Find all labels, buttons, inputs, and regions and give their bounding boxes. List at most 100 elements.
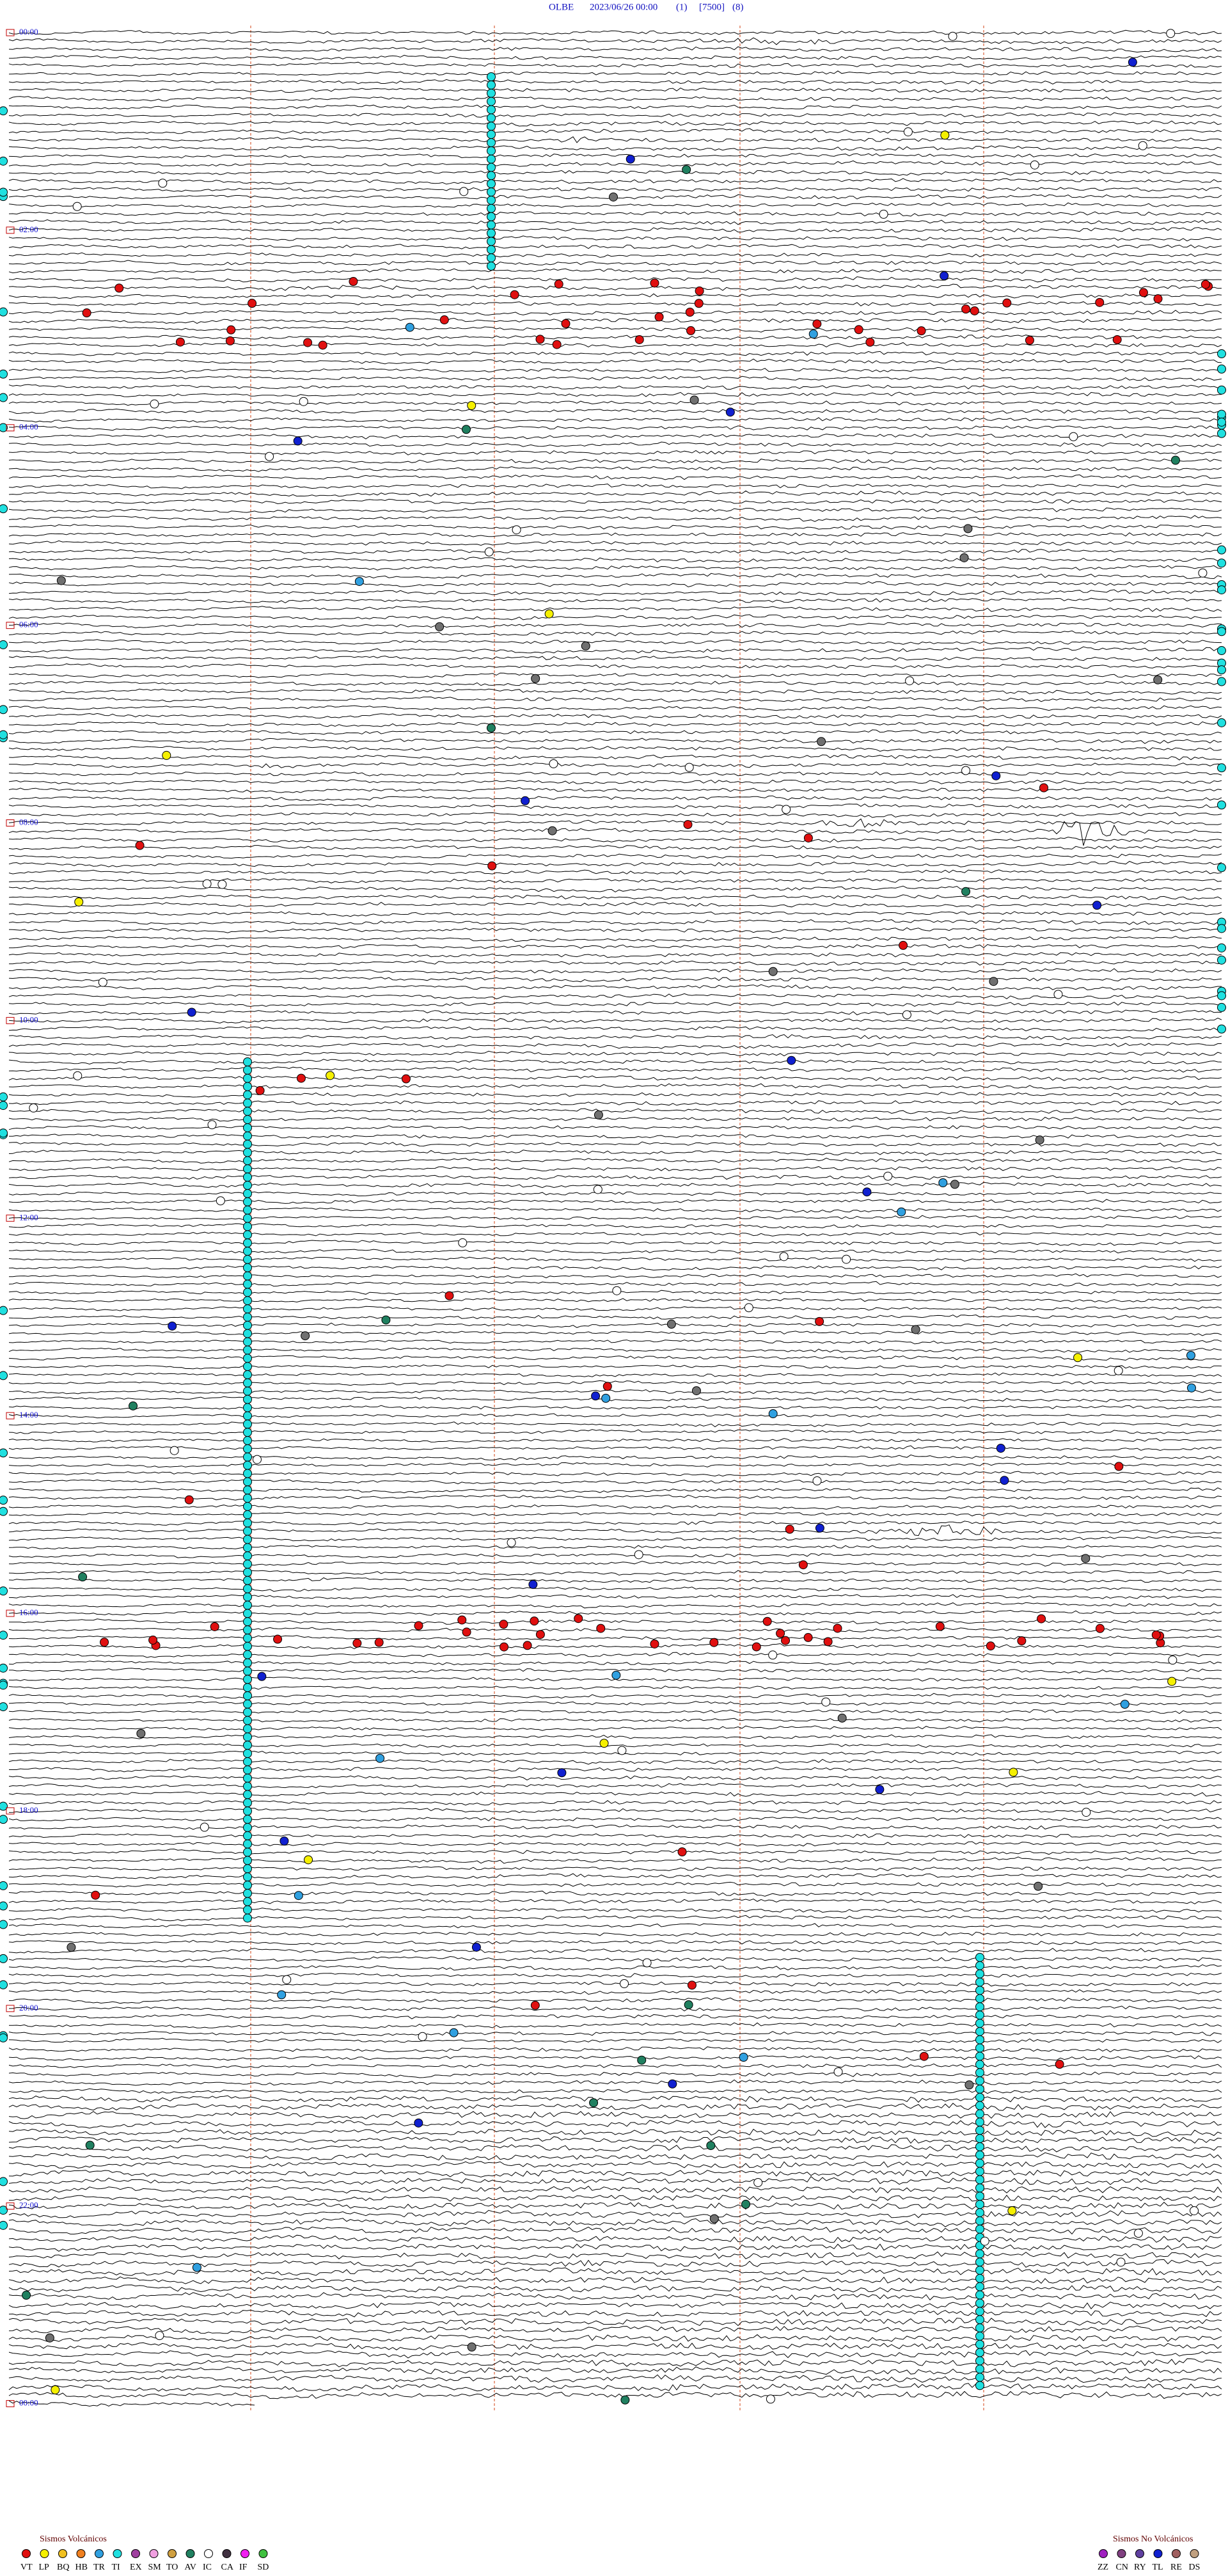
trace <box>8 1157 1222 1164</box>
trace <box>9 1668 1222 1674</box>
trace <box>8 1709 1222 1714</box>
event-marker <box>975 2192 984 2201</box>
event-marker <box>1112 335 1122 345</box>
event-marker <box>682 165 691 175</box>
event-marker <box>975 2011 984 2020</box>
trace <box>8 2185 1222 2193</box>
event-marker <box>948 31 957 41</box>
event-marker <box>243 1469 252 1478</box>
trace <box>8 1421 1222 1428</box>
trace <box>8 1125 1222 1130</box>
event-marker <box>243 1831 252 1840</box>
legend-code: ZZ <box>1098 2563 1108 2572</box>
trace <box>8 61 1222 68</box>
event-marker <box>243 1617 252 1627</box>
event-marker <box>243 1213 252 1223</box>
event-marker <box>0 307 8 317</box>
event-marker <box>752 1642 761 1652</box>
trace <box>8 260 1222 266</box>
event-marker <box>405 322 414 332</box>
trace <box>8 88 1222 93</box>
time-label: 20:00 <box>19 2003 38 2012</box>
event-marker <box>136 1728 146 1738</box>
event-marker <box>744 1303 753 1313</box>
event-marker <box>654 312 664 322</box>
event-marker <box>486 723 496 733</box>
legend-code: AV <box>185 2563 196 2572</box>
legend-title: Sismos Volcánicos <box>40 2534 107 2544</box>
event-marker <box>1186 1383 1196 1393</box>
event-marker <box>634 1550 643 1560</box>
event-marker <box>975 2084 984 2094</box>
event-marker <box>243 1847 252 1857</box>
trace <box>8 818 1222 828</box>
event-marker <box>293 436 303 446</box>
station: OLBE <box>549 2 574 12</box>
trace <box>8 317 1222 324</box>
event-marker <box>1217 417 1226 427</box>
trace <box>8 1331 1222 1336</box>
event-marker <box>85 2140 95 2150</box>
trace <box>8 713 1222 719</box>
trace <box>8 2374 1222 2383</box>
trace <box>8 1050 1222 1057</box>
event-marker <box>243 1773 252 1783</box>
event-marker <box>531 674 540 683</box>
event-marker <box>975 2339 984 2349</box>
trace <box>8 1686 1222 1690</box>
trace <box>8 1956 1222 1963</box>
event-marker <box>1081 1554 1090 1563</box>
legend-swatch <box>131 2549 140 2558</box>
event-marker <box>1217 349 1226 359</box>
event-marker <box>243 1749 252 1758</box>
event-marker <box>192 2263 201 2272</box>
event-marker <box>243 1254 252 1264</box>
legend-swatch <box>22 2549 31 2558</box>
trace <box>8 2358 1222 2367</box>
trace <box>8 2095 1222 2103</box>
event-marker <box>243 1526 252 1536</box>
trace <box>8 1413 1222 1419</box>
event-marker <box>243 1600 252 1610</box>
trace <box>8 869 1222 874</box>
trace <box>8 614 1222 620</box>
event-marker <box>487 253 496 263</box>
event-marker <box>1217 924 1226 933</box>
event-marker <box>1217 1024 1226 1034</box>
trace <box>8 1083 1222 1090</box>
trace <box>8 2161 1222 2169</box>
event-marker <box>243 1189 252 1198</box>
event-marker <box>449 2028 459 2037</box>
trace <box>8 589 1222 596</box>
event-marker <box>1133 2229 1143 2238</box>
trace <box>8 1981 1222 1987</box>
trace <box>8 581 1222 588</box>
event-marker <box>975 2307 984 2316</box>
trace <box>8 655 1222 662</box>
event-marker <box>617 1746 627 1755</box>
event-marker <box>0 1092 8 1102</box>
trace <box>8 1066 1222 1073</box>
event-marker <box>602 1382 612 1391</box>
event-marker <box>574 1614 583 1624</box>
event-marker <box>326 1071 335 1080</box>
event-marker <box>381 1315 391 1325</box>
event-marker <box>741 2199 751 2209</box>
event-marker <box>975 1961 984 1970</box>
event-marker <box>1217 429 1226 438</box>
event-marker <box>279 1836 289 1845</box>
event-marker <box>975 2348 984 2357</box>
event-marker <box>243 1090 252 1100</box>
trace <box>8 2251 1222 2259</box>
event-marker <box>1007 2206 1017 2216</box>
trace <box>8 2071 1222 2078</box>
event-marker <box>530 1616 539 1626</box>
event-marker <box>1035 1135 1044 1145</box>
event-marker <box>975 1953 984 1962</box>
event-marker <box>0 187 8 197</box>
trace <box>8 1389 1222 1395</box>
event-marker <box>243 1395 252 1404</box>
trace <box>8 170 1222 176</box>
event-marker <box>917 326 926 336</box>
event-marker <box>1217 627 1226 636</box>
